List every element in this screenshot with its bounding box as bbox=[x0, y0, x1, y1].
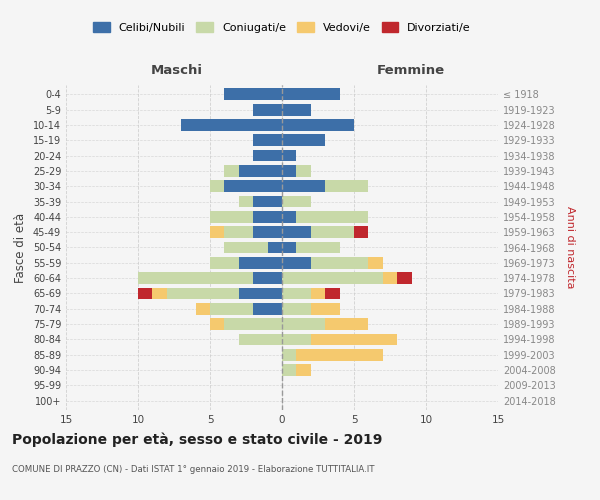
Bar bbox=[282, 257, 311, 269]
Bar bbox=[282, 88, 340, 100]
Text: COMUNE DI PRAZZO (CN) - Dati ISTAT 1° gennaio 2019 - Elaborazione TUTTITALIA.IT: COMUNE DI PRAZZO (CN) - Dati ISTAT 1° ge… bbox=[12, 465, 374, 474]
Bar bbox=[181, 119, 282, 131]
Bar bbox=[224, 242, 268, 254]
Bar bbox=[282, 134, 325, 146]
Bar bbox=[210, 318, 224, 330]
Bar bbox=[282, 211, 296, 223]
Legend: Celibi/Nubili, Coniugati/e, Vedovi/e, Divorziati/e: Celibi/Nubili, Coniugati/e, Vedovi/e, Di… bbox=[90, 19, 474, 36]
Bar bbox=[167, 288, 239, 300]
Bar bbox=[239, 165, 282, 177]
Bar bbox=[311, 288, 325, 300]
Bar bbox=[210, 226, 224, 238]
Bar bbox=[253, 134, 282, 146]
Bar bbox=[296, 364, 311, 376]
Bar bbox=[296, 242, 340, 254]
Bar bbox=[296, 349, 383, 361]
Bar bbox=[196, 303, 210, 315]
Bar bbox=[210, 211, 253, 223]
Bar bbox=[282, 349, 296, 361]
Bar bbox=[253, 303, 282, 315]
Text: Popolazione per età, sesso e stato civile - 2019: Popolazione per età, sesso e stato civil… bbox=[12, 432, 382, 447]
Bar bbox=[224, 226, 253, 238]
Bar bbox=[296, 211, 368, 223]
Bar bbox=[311, 226, 354, 238]
Bar bbox=[296, 165, 311, 177]
Bar bbox=[282, 303, 311, 315]
Bar bbox=[282, 334, 311, 345]
Bar bbox=[224, 88, 282, 100]
Bar bbox=[282, 288, 311, 300]
Bar bbox=[253, 196, 282, 207]
Bar bbox=[311, 334, 397, 345]
Bar bbox=[325, 288, 340, 300]
Y-axis label: Fasce di età: Fasce di età bbox=[14, 212, 27, 282]
Bar bbox=[311, 257, 368, 269]
Text: Femmine: Femmine bbox=[377, 64, 445, 78]
Bar bbox=[224, 180, 282, 192]
Bar bbox=[224, 165, 239, 177]
Bar bbox=[282, 226, 311, 238]
Bar bbox=[152, 288, 167, 300]
Bar bbox=[354, 226, 368, 238]
Bar bbox=[210, 180, 224, 192]
Bar bbox=[397, 272, 412, 284]
Bar bbox=[325, 180, 368, 192]
Bar bbox=[239, 196, 253, 207]
Bar bbox=[253, 226, 282, 238]
Bar bbox=[253, 211, 282, 223]
Bar bbox=[210, 257, 239, 269]
Bar bbox=[224, 318, 282, 330]
Bar bbox=[253, 272, 282, 284]
Bar bbox=[383, 272, 397, 284]
Bar bbox=[268, 242, 282, 254]
Bar bbox=[210, 303, 253, 315]
Bar bbox=[368, 257, 383, 269]
Bar bbox=[325, 318, 368, 330]
Bar bbox=[282, 150, 296, 162]
Bar bbox=[282, 242, 296, 254]
Bar bbox=[239, 288, 282, 300]
Y-axis label: Anni di nascita: Anni di nascita bbox=[565, 206, 575, 288]
Bar bbox=[253, 104, 282, 116]
Bar bbox=[311, 303, 340, 315]
Bar bbox=[282, 364, 296, 376]
Bar bbox=[282, 180, 325, 192]
Bar bbox=[282, 104, 311, 116]
Bar bbox=[253, 150, 282, 162]
Bar bbox=[282, 119, 354, 131]
Bar bbox=[282, 318, 325, 330]
Bar bbox=[239, 257, 282, 269]
Bar bbox=[282, 165, 296, 177]
Text: Maschi: Maschi bbox=[151, 64, 203, 78]
Bar bbox=[282, 272, 383, 284]
Bar bbox=[138, 272, 253, 284]
Bar bbox=[138, 288, 152, 300]
Bar bbox=[239, 334, 282, 345]
Bar bbox=[282, 196, 311, 207]
